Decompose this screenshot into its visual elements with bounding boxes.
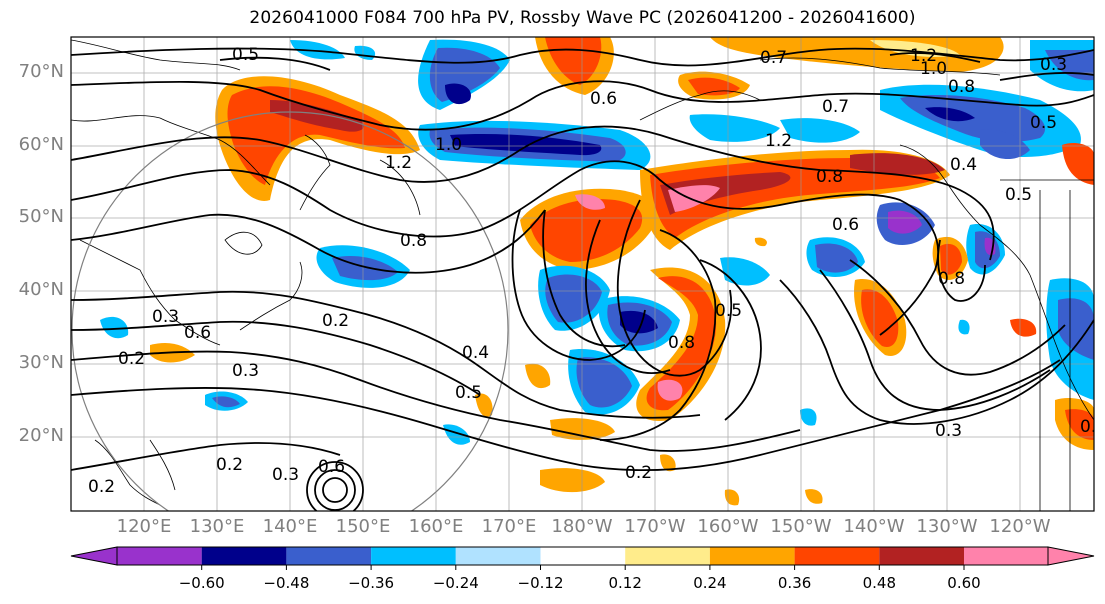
colorbar-segment bbox=[455, 547, 541, 565]
contour-label: 1.2 bbox=[385, 153, 412, 173]
colorbar-segment bbox=[879, 547, 964, 565]
lat-label: 40°N bbox=[18, 279, 64, 300]
lon-label: 160°W bbox=[697, 516, 759, 537]
colorbar-segment bbox=[117, 547, 202, 565]
contour-label: 0.2 bbox=[322, 311, 349, 331]
colorbar-tick-label: 0.24 bbox=[693, 574, 727, 592]
colorbar-segment bbox=[709, 547, 795, 565]
contour-label: 0.2 bbox=[118, 349, 145, 369]
contour-label: 0.6 bbox=[590, 89, 617, 109]
colorbar-left-extension bbox=[70, 546, 118, 566]
lon-label: 130°W bbox=[916, 516, 978, 537]
contour-label: 0.5 bbox=[715, 301, 742, 321]
coastlines bbox=[71, 39, 1094, 511]
lon-label: 120°E bbox=[116, 516, 172, 537]
graticule bbox=[71, 37, 1094, 511]
colorbar bbox=[70, 546, 1095, 570]
colorbar-tick-label: 0.12 bbox=[608, 574, 642, 592]
colorbar-right-extension bbox=[1047, 546, 1095, 566]
contour-label: 0.5 bbox=[455, 383, 482, 403]
lon-label: 170°W bbox=[624, 516, 686, 537]
contour-label: 1.2 bbox=[765, 131, 792, 151]
contour-label: 0.5 bbox=[1005, 185, 1032, 205]
contour-label: 0.4 bbox=[1080, 417, 1105, 437]
lon-label: 140°W bbox=[843, 516, 905, 537]
pv-contours bbox=[71, 47, 1094, 511]
lon-label: 180°W bbox=[551, 516, 613, 537]
contour-label: 1.0 bbox=[920, 59, 947, 79]
map-frame bbox=[70, 36, 1095, 512]
contour-label: 0.3 bbox=[152, 307, 179, 327]
colorbar-segment bbox=[625, 547, 710, 565]
colorbar-tick-label: 0.36 bbox=[777, 574, 812, 592]
contour-label: 0.6 bbox=[184, 323, 211, 343]
colorbar-segment bbox=[964, 547, 1048, 565]
contour-label: 0.2 bbox=[216, 455, 243, 475]
contour-label: 0.8 bbox=[938, 269, 965, 289]
contour-label: 0.5 bbox=[1030, 113, 1057, 133]
lon-label: 170°E bbox=[481, 516, 537, 537]
contour-label: 0.8 bbox=[948, 77, 975, 97]
contour-label: 1.0 bbox=[435, 135, 462, 155]
colorbar-tick-label: −0.24 bbox=[432, 574, 479, 592]
lon-label: 120°W bbox=[989, 516, 1051, 537]
contour-label: 0.4 bbox=[462, 343, 489, 363]
contour-label: 0.7 bbox=[760, 48, 787, 68]
contour-labels: 0.5 1.2 0.8 0.6 0.7 1.2 1.0 0.8 0.7 0.5 … bbox=[88, 45, 1105, 497]
contour-label: 0.6 bbox=[832, 215, 859, 235]
colorbar-tick-label: −0.60 bbox=[178, 574, 225, 592]
contour-label: 0.2 bbox=[625, 463, 652, 483]
contour-label: 0.3 bbox=[232, 361, 259, 381]
colorbar-tick-label: 0.60 bbox=[947, 574, 981, 592]
contour-label: 0.2 bbox=[88, 477, 115, 497]
lat-label: 70°N bbox=[18, 61, 64, 82]
contour-label: 0.8 bbox=[816, 167, 843, 187]
contour-label: 0.6 bbox=[318, 457, 345, 477]
colorbar-segment bbox=[540, 547, 626, 565]
lat-label: 30°N bbox=[18, 352, 64, 373]
lat-label: 50°N bbox=[18, 206, 64, 227]
colorbar-tick-label: 0.48 bbox=[862, 574, 896, 592]
colorbar-segment bbox=[371, 547, 456, 565]
contour-label: 0.3 bbox=[935, 421, 962, 441]
lon-label: 140°E bbox=[262, 516, 318, 537]
colorbar-tick-label: −0.36 bbox=[348, 574, 395, 592]
contour-label: 1.2 bbox=[910, 46, 937, 66]
colorbar-tick-label: −0.12 bbox=[517, 574, 564, 592]
contour-label: 0.3 bbox=[272, 465, 299, 485]
lon-label: 150°E bbox=[335, 516, 391, 537]
contour-label: 0.3 bbox=[1040, 55, 1067, 75]
map-title: 2026041000 F084 700 hPa PV, Rossby Wave … bbox=[249, 8, 916, 28]
contour-label: 0.4 bbox=[950, 155, 977, 175]
lat-label: 60°N bbox=[18, 134, 64, 155]
colorbar-segment bbox=[794, 547, 880, 565]
lon-label: 150°W bbox=[770, 516, 832, 537]
lon-label: 130°E bbox=[189, 516, 245, 537]
contour-label: 0.8 bbox=[400, 231, 427, 251]
colorbar-segment bbox=[201, 547, 287, 565]
contour-label: 0.8 bbox=[668, 333, 695, 353]
contour-label: 0.5 bbox=[232, 45, 259, 65]
contour-label: 0.7 bbox=[822, 97, 849, 117]
lon-label: 160°E bbox=[408, 516, 464, 537]
lat-label: 20°N bbox=[18, 425, 64, 446]
colorbar-tick-label: −0.48 bbox=[263, 574, 310, 592]
colorbar-segment bbox=[286, 547, 372, 565]
